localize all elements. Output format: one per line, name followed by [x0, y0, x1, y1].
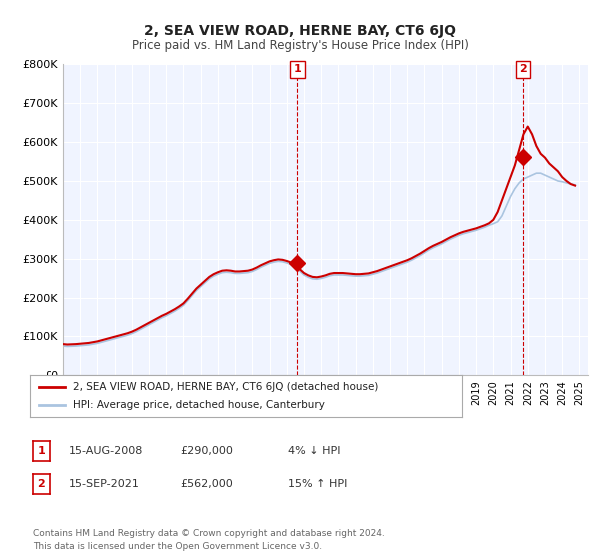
Text: This data is licensed under the Open Government Licence v3.0.: This data is licensed under the Open Gov… — [33, 542, 322, 551]
Text: 2, SEA VIEW ROAD, HERNE BAY, CT6 6JQ (detached house): 2, SEA VIEW ROAD, HERNE BAY, CT6 6JQ (de… — [73, 382, 379, 392]
Text: 1: 1 — [293, 64, 301, 74]
Text: £562,000: £562,000 — [180, 479, 233, 489]
Text: 2: 2 — [38, 479, 45, 489]
Text: 15-SEP-2021: 15-SEP-2021 — [69, 479, 140, 489]
Text: 15-AUG-2008: 15-AUG-2008 — [69, 446, 143, 456]
Text: 1: 1 — [38, 446, 45, 456]
Text: £290,000: £290,000 — [180, 446, 233, 456]
Text: Price paid vs. HM Land Registry's House Price Index (HPI): Price paid vs. HM Land Registry's House … — [131, 39, 469, 52]
Text: 15% ↑ HPI: 15% ↑ HPI — [288, 479, 347, 489]
Text: Contains HM Land Registry data © Crown copyright and database right 2024.: Contains HM Land Registry data © Crown c… — [33, 529, 385, 538]
Text: 2, SEA VIEW ROAD, HERNE BAY, CT6 6JQ: 2, SEA VIEW ROAD, HERNE BAY, CT6 6JQ — [144, 24, 456, 38]
Text: 2: 2 — [519, 64, 527, 74]
Text: HPI: Average price, detached house, Canterbury: HPI: Average price, detached house, Cant… — [73, 400, 325, 410]
Text: 4% ↓ HPI: 4% ↓ HPI — [288, 446, 341, 456]
